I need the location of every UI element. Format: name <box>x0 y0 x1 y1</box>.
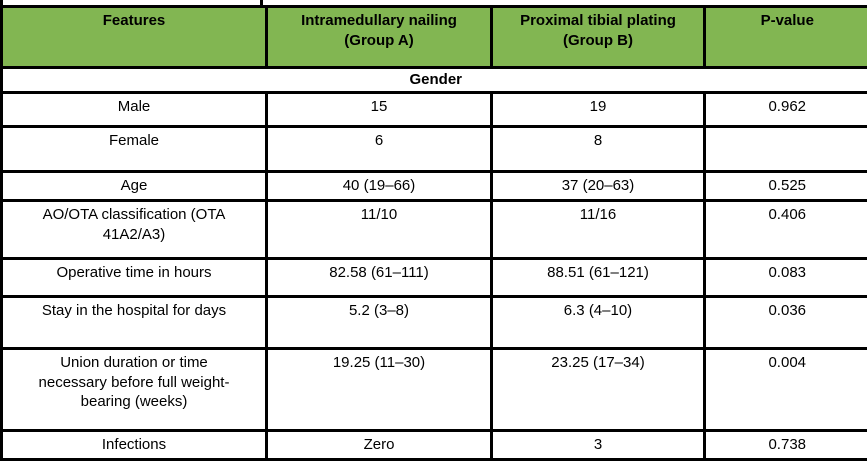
group-b-value-cell: 37 (20–63) <box>492 171 705 200</box>
table-row: Male 15 19 0.962 <box>2 92 867 126</box>
p-value-cell: 0.525 <box>705 171 867 200</box>
feature-cell: Male <box>2 92 267 126</box>
table-row: Union duration or time necessary before … <box>2 348 867 430</box>
group-a-value-cell: 11/10 <box>267 200 492 258</box>
feature-cell: Female <box>2 126 267 171</box>
group-b-value-cell: 6.3 (4–10) <box>492 296 705 348</box>
group-a-value-cell: 19.25 (11–30) <box>267 348 492 430</box>
section-row-gender: Gender <box>2 68 867 93</box>
p-value-cell: 0.738 <box>705 430 867 459</box>
group-b-value-cell: 19 <box>492 92 705 126</box>
feature-cell: Infections <box>2 430 267 459</box>
table-row: Stay in the hospital for days 5.2 (3–8) … <box>2 296 867 348</box>
p-value-cell <box>705 126 867 171</box>
group-b-value-cell: 11/16 <box>492 200 705 258</box>
feature-cell: AO/OTA classification (OTA 41A2/A3) <box>2 200 267 258</box>
cropped-left-border-tick <box>0 0 3 5</box>
group-a-value-cell: Zero <box>267 430 492 459</box>
group-b-value-cell: 88.51 (61–121) <box>492 258 705 296</box>
column-header-features: Features <box>2 7 267 68</box>
feature-cell: Age <box>2 171 267 200</box>
group-a-value-cell: 15 <box>267 92 492 126</box>
feature-cell: Operative time in hours <box>2 258 267 296</box>
p-value-cell: 0.406 <box>705 200 867 258</box>
cropped-border-strip <box>0 0 867 5</box>
table-body: Gender Male 15 19 0.962 Female 6 8 Age 4… <box>2 68 867 460</box>
table-row: Operative time in hours 82.58 (61–111) 8… <box>2 258 867 296</box>
group-b-value-cell: 8 <box>492 126 705 171</box>
section-label: Gender <box>2 68 867 93</box>
cropped-column-border-tick <box>260 0 263 5</box>
table-row: Age 40 (19–66) 37 (20–63) 0.525 <box>2 171 867 200</box>
column-header-group-b: Proximal tibial plating (Group B) <box>492 7 705 68</box>
table-row: Infections Zero 3 0.738 <box>2 430 867 459</box>
column-header-group-a: Intramedullary nailing (Group A) <box>267 7 492 68</box>
feature-cell: Stay in the hospital for days <box>2 296 267 348</box>
group-b-value-cell: 3 <box>492 430 705 459</box>
feature-cell: Union duration or time necessary before … <box>2 348 267 430</box>
p-value-cell: 0.036 <box>705 296 867 348</box>
group-comparison-table: Features Intramedullary nailing (Group A… <box>0 5 867 461</box>
group-b-value-cell: 23.25 (17–34) <box>492 348 705 430</box>
group-a-value-cell: 40 (19–66) <box>267 171 492 200</box>
p-value-cell: 0.004 <box>705 348 867 430</box>
group-a-value-cell: 82.58 (61–111) <box>267 258 492 296</box>
table-header: Features Intramedullary nailing (Group A… <box>2 7 867 68</box>
p-value-cell: 0.962 <box>705 92 867 126</box>
header-row: Features Intramedullary nailing (Group A… <box>2 7 867 68</box>
column-header-p-value: P-value <box>705 7 867 68</box>
group-a-value-cell: 6 <box>267 126 492 171</box>
table-row: Female 6 8 <box>2 126 867 171</box>
group-a-value-cell: 5.2 (3–8) <box>267 296 492 348</box>
p-value-cell: 0.083 <box>705 258 867 296</box>
table-row: AO/OTA classification (OTA 41A2/A3) 11/1… <box>2 200 867 258</box>
